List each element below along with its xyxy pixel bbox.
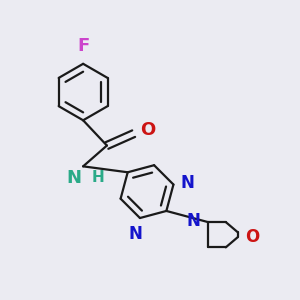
Text: N: N <box>187 212 200 230</box>
Text: H: H <box>92 170 104 185</box>
Text: O: O <box>140 121 155 139</box>
Text: N: N <box>181 174 195 192</box>
Text: N: N <box>129 226 142 244</box>
Text: O: O <box>245 228 260 246</box>
Text: N: N <box>67 169 82 187</box>
Text: F: F <box>77 37 89 55</box>
